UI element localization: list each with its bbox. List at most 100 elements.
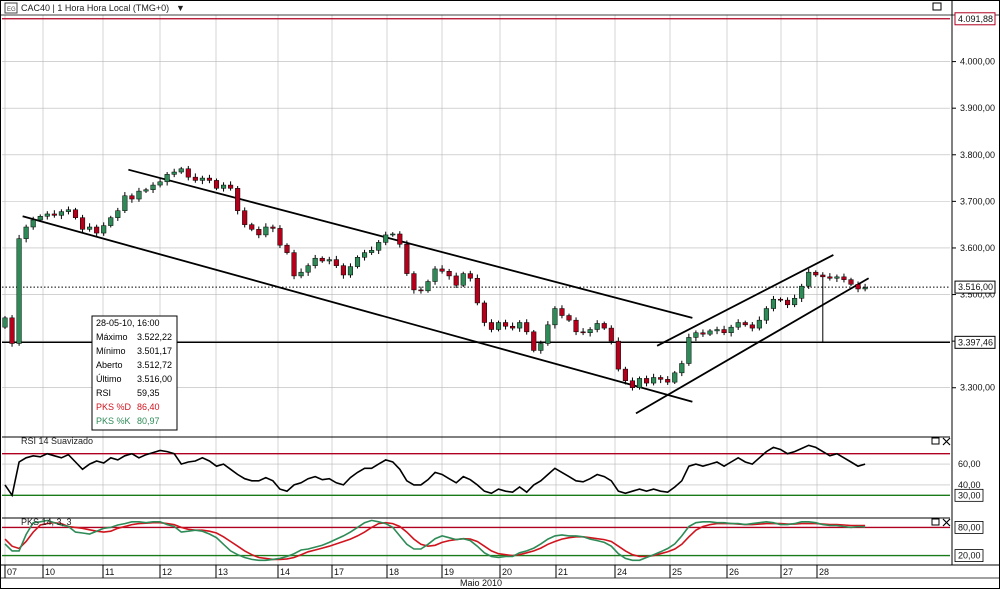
candle-body [108, 217, 114, 226]
info-box: 28-05-10, 16:00 Máximo 3.522,22 Mínimo 3.50… [91, 315, 178, 431]
candle-body [841, 276, 847, 280]
candle-body [30, 219, 36, 228]
info-box-frame [91, 315, 178, 431]
indicator-tick-label: 60,00 [958, 459, 981, 469]
candle-body [390, 233, 396, 236]
candle-body [87, 226, 93, 230]
candle-body [587, 329, 593, 334]
candle-body [418, 289, 424, 292]
candle-body [242, 210, 248, 225]
candle-body [601, 323, 607, 329]
rsi-panel-controls[interactable] [931, 437, 951, 446]
candle-body [23, 226, 29, 239]
candle-body [481, 302, 487, 323]
candle-body [312, 257, 318, 266]
candle-body [488, 322, 494, 330]
x-tick-label: 19 [444, 567, 454, 577]
price-marker-label: 3.397,46 [958, 337, 993, 347]
candle-body [785, 299, 791, 306]
candle-body [834, 276, 840, 279]
candle-body [362, 252, 368, 258]
price-marker-box [954, 12, 996, 26]
candle-body [333, 259, 339, 266]
x-tick-label: 17 [334, 567, 344, 577]
candle-body [749, 324, 755, 329]
chart-logo-icon [4, 2, 18, 14]
x-tick-label: 13 [218, 567, 228, 577]
candle-body [573, 319, 579, 333]
trend-line [128, 168, 693, 319]
candle-body [636, 378, 643, 388]
indicator-marker-box [954, 549, 984, 562]
indicator-tick-label: 20,00 [958, 551, 981, 561]
indicator-tick-label: 30,00 [958, 490, 981, 500]
chart-header[interactable]: EG CAC40 | 1 Hora Hora Local (TMG+0) ▼ [4, 2, 185, 14]
candle-body [206, 177, 212, 181]
x-tick-label: 14 [280, 567, 290, 577]
candle-body [545, 324, 551, 344]
candle-body [44, 213, 50, 217]
candle-body [453, 275, 459, 286]
info-row-label: PKS %D [96, 402, 132, 412]
candle-body [411, 273, 417, 291]
candle-body [51, 213, 57, 216]
candle-body [735, 322, 741, 328]
candle-body [340, 265, 346, 276]
x-axis-month-label: Maio 2010 [460, 578, 502, 588]
candle-body [65, 209, 72, 212]
trend-lines [22, 168, 870, 415]
trend-line [22, 215, 693, 403]
indicator-series-line [4, 519, 866, 562]
indicator-tick-label: 40,00 [958, 480, 981, 490]
pks-panel-controls[interactable] [931, 518, 951, 527]
candle-body [164, 174, 170, 183]
chevron-down-icon[interactable]: ▼ [176, 3, 185, 13]
maximize-icon[interactable] [931, 437, 940, 445]
maximize-icon[interactable] [932, 2, 942, 11]
candle-body [354, 257, 361, 267]
x-tick-label: 18 [389, 567, 399, 577]
candle-body [467, 273, 473, 279]
price-marker-label: 4.091,88 [958, 14, 993, 24]
info-datetime: 28-05-10, 16:00 [96, 318, 160, 328]
candle-body [143, 189, 149, 192]
info-rows: Máximo 3.522,22 Mínimo 3.501,17 Aberto 3.512,… [96, 332, 172, 426]
price-marker-label: 3.516,00 [958, 282, 993, 292]
candle-body [510, 325, 516, 329]
candle-body [594, 323, 600, 330]
candle-body [129, 195, 135, 200]
maximize-icon[interactable] [931, 518, 940, 526]
x-tick-label: 26 [729, 567, 739, 577]
info-row-value: 3.501,17 [137, 346, 172, 356]
price-tick-label: 3.600,00 [960, 243, 995, 253]
candle-body [221, 184, 227, 189]
candle-body [101, 225, 107, 234]
candle-body [80, 217, 86, 230]
candle-body [813, 271, 819, 276]
candle-body [672, 372, 678, 383]
info-row-value: 59,35 [137, 388, 160, 398]
trend-line [635, 277, 870, 415]
close-icon[interactable] [942, 518, 951, 527]
candle-body [319, 257, 325, 262]
candle-body [756, 319, 762, 329]
indicator-marker-box [954, 488, 984, 502]
x-tick-label: 07 [7, 567, 17, 577]
candle-body [404, 243, 410, 274]
candlestick-series [2, 165, 868, 391]
candle-body [665, 379, 671, 383]
candle-body [439, 268, 445, 272]
info-row-label: Mínimo [96, 346, 126, 356]
symbol-label[interactable]: CAC40 | 1 Hora Hora Local (TMG+0) [21, 3, 169, 13]
price-tick-label: 3.300,00 [960, 383, 995, 393]
candle-body [658, 377, 664, 380]
candle-body [347, 266, 353, 276]
close-icon[interactable] [942, 437, 951, 446]
trend-line [656, 254, 834, 347]
candle-body [827, 276, 833, 279]
x-tick-label: 27 [783, 567, 793, 577]
candle-body [700, 332, 706, 335]
info-row-label: Máximo [96, 332, 128, 342]
